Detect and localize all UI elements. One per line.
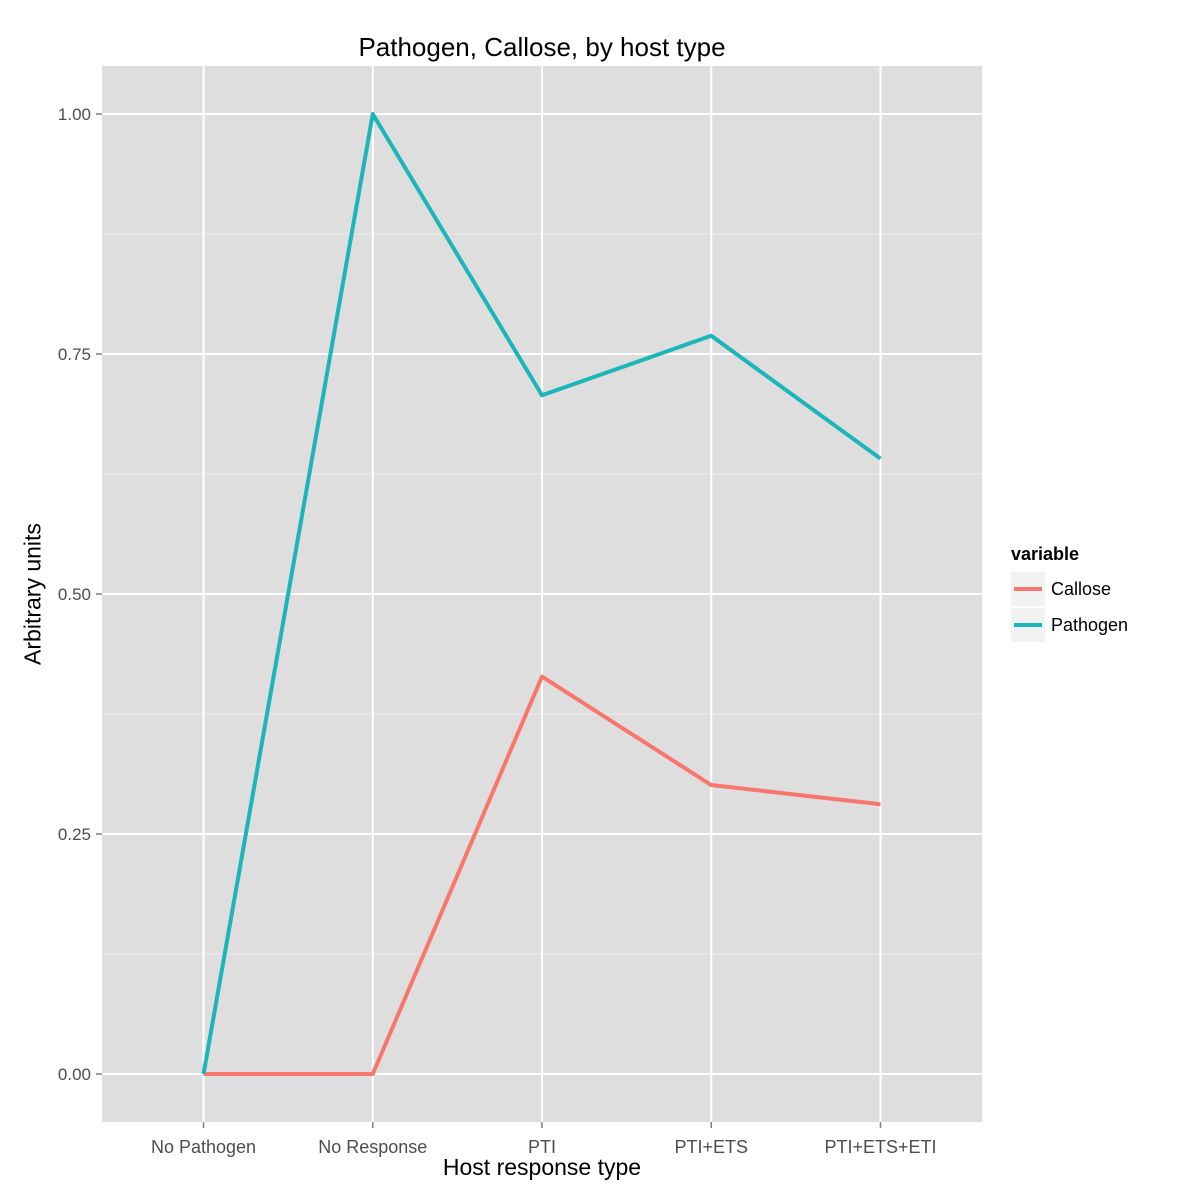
x-tick-label: PTI+ETS bbox=[674, 1137, 748, 1157]
legend-label-callose: Callose bbox=[1051, 578, 1112, 599]
legend-swatch-callose bbox=[1014, 587, 1042, 591]
y-tick-label: 0.50 bbox=[58, 585, 91, 604]
y-tick-label: 1.00 bbox=[58, 105, 91, 124]
legend: variable Callose Pathogen bbox=[1011, 544, 1128, 643]
major-gridlines bbox=[102, 66, 982, 1122]
x-axis: No Pathogen No Response PTI PTI+ETS PTI+ETS+… bbox=[151, 1122, 936, 1157]
legend-item-pathogen: Pathogen bbox=[1011, 607, 1128, 643]
x-tick-label: No Response bbox=[318, 1137, 427, 1157]
y-axis: 0.00 0.25 0.50 0.75 1.00 bbox=[58, 105, 102, 1084]
legend-swatch-pathogen bbox=[1014, 623, 1042, 627]
y-tick-label: 0.25 bbox=[58, 825, 91, 844]
legend-title: variable bbox=[1011, 544, 1080, 564]
series-lines bbox=[201, 112, 882, 1076]
legend-key-callose bbox=[1011, 572, 1045, 606]
x-tick-label: PTI bbox=[528, 1137, 556, 1157]
legend-key-pathogen bbox=[1011, 608, 1045, 642]
x-tick-label: PTI+ETS+ETI bbox=[824, 1137, 936, 1157]
chart-title: Pathogen, Callose, by host type bbox=[358, 32, 726, 62]
y-axis-label: Arbitrary units bbox=[19, 523, 46, 665]
legend-item-callose: Callose bbox=[1011, 571, 1128, 607]
x-axis-label: Host response type bbox=[442, 1154, 642, 1180]
y-tick-label: 0.75 bbox=[58, 345, 91, 364]
y-tick-label: 0.00 bbox=[58, 1065, 91, 1084]
legend-label-pathogen: Pathogen bbox=[1051, 614, 1129, 635]
x-tick-label: No Pathogen bbox=[151, 1137, 256, 1157]
